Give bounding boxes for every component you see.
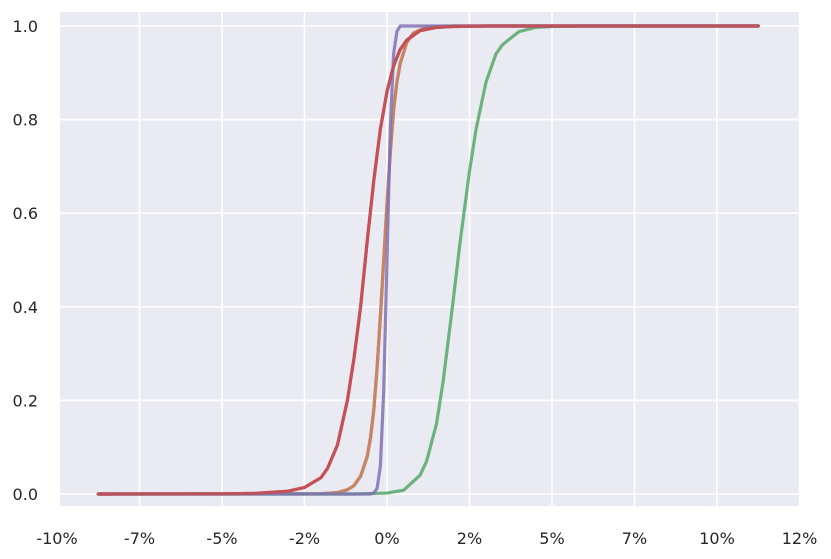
y-tick-label: 0.0 <box>13 485 38 504</box>
y-tick-label: 0.4 <box>13 298 38 317</box>
series-line-6 <box>96 24 760 496</box>
x-axis-tick-labels: -10% -7% -5% -2% 0% 2% 5% 7% 10% 12% <box>36 529 817 548</box>
series-line-3 <box>96 24 760 496</box>
y-tick-label: 0.6 <box>13 204 38 223</box>
y-tick-label: 0.8 <box>13 111 38 130</box>
grid <box>60 12 801 506</box>
series-line-5 <box>96 24 760 496</box>
x-tick-label: -10% <box>36 529 77 548</box>
x-tick-label: -2% <box>289 529 320 548</box>
x-tick-label: -7% <box>124 529 155 548</box>
x-tick-label: 10% <box>699 529 735 548</box>
x-tick-label: 5% <box>539 529 564 548</box>
x-tick-label: 2% <box>457 529 482 548</box>
y-tick-label: 0.2 <box>13 391 38 410</box>
x-tick-label: 0% <box>374 529 399 548</box>
y-axis-tick-labels: 0.0 0.2 0.4 0.6 0.8 1.0 <box>13 17 38 504</box>
y-tick-label: 1.0 <box>13 17 38 36</box>
x-tick-label: -5% <box>206 529 237 548</box>
plot-background <box>60 12 800 506</box>
x-tick-label: 12% <box>782 529 818 548</box>
x-tick-label: 7% <box>622 529 647 548</box>
series-lines <box>96 24 760 496</box>
